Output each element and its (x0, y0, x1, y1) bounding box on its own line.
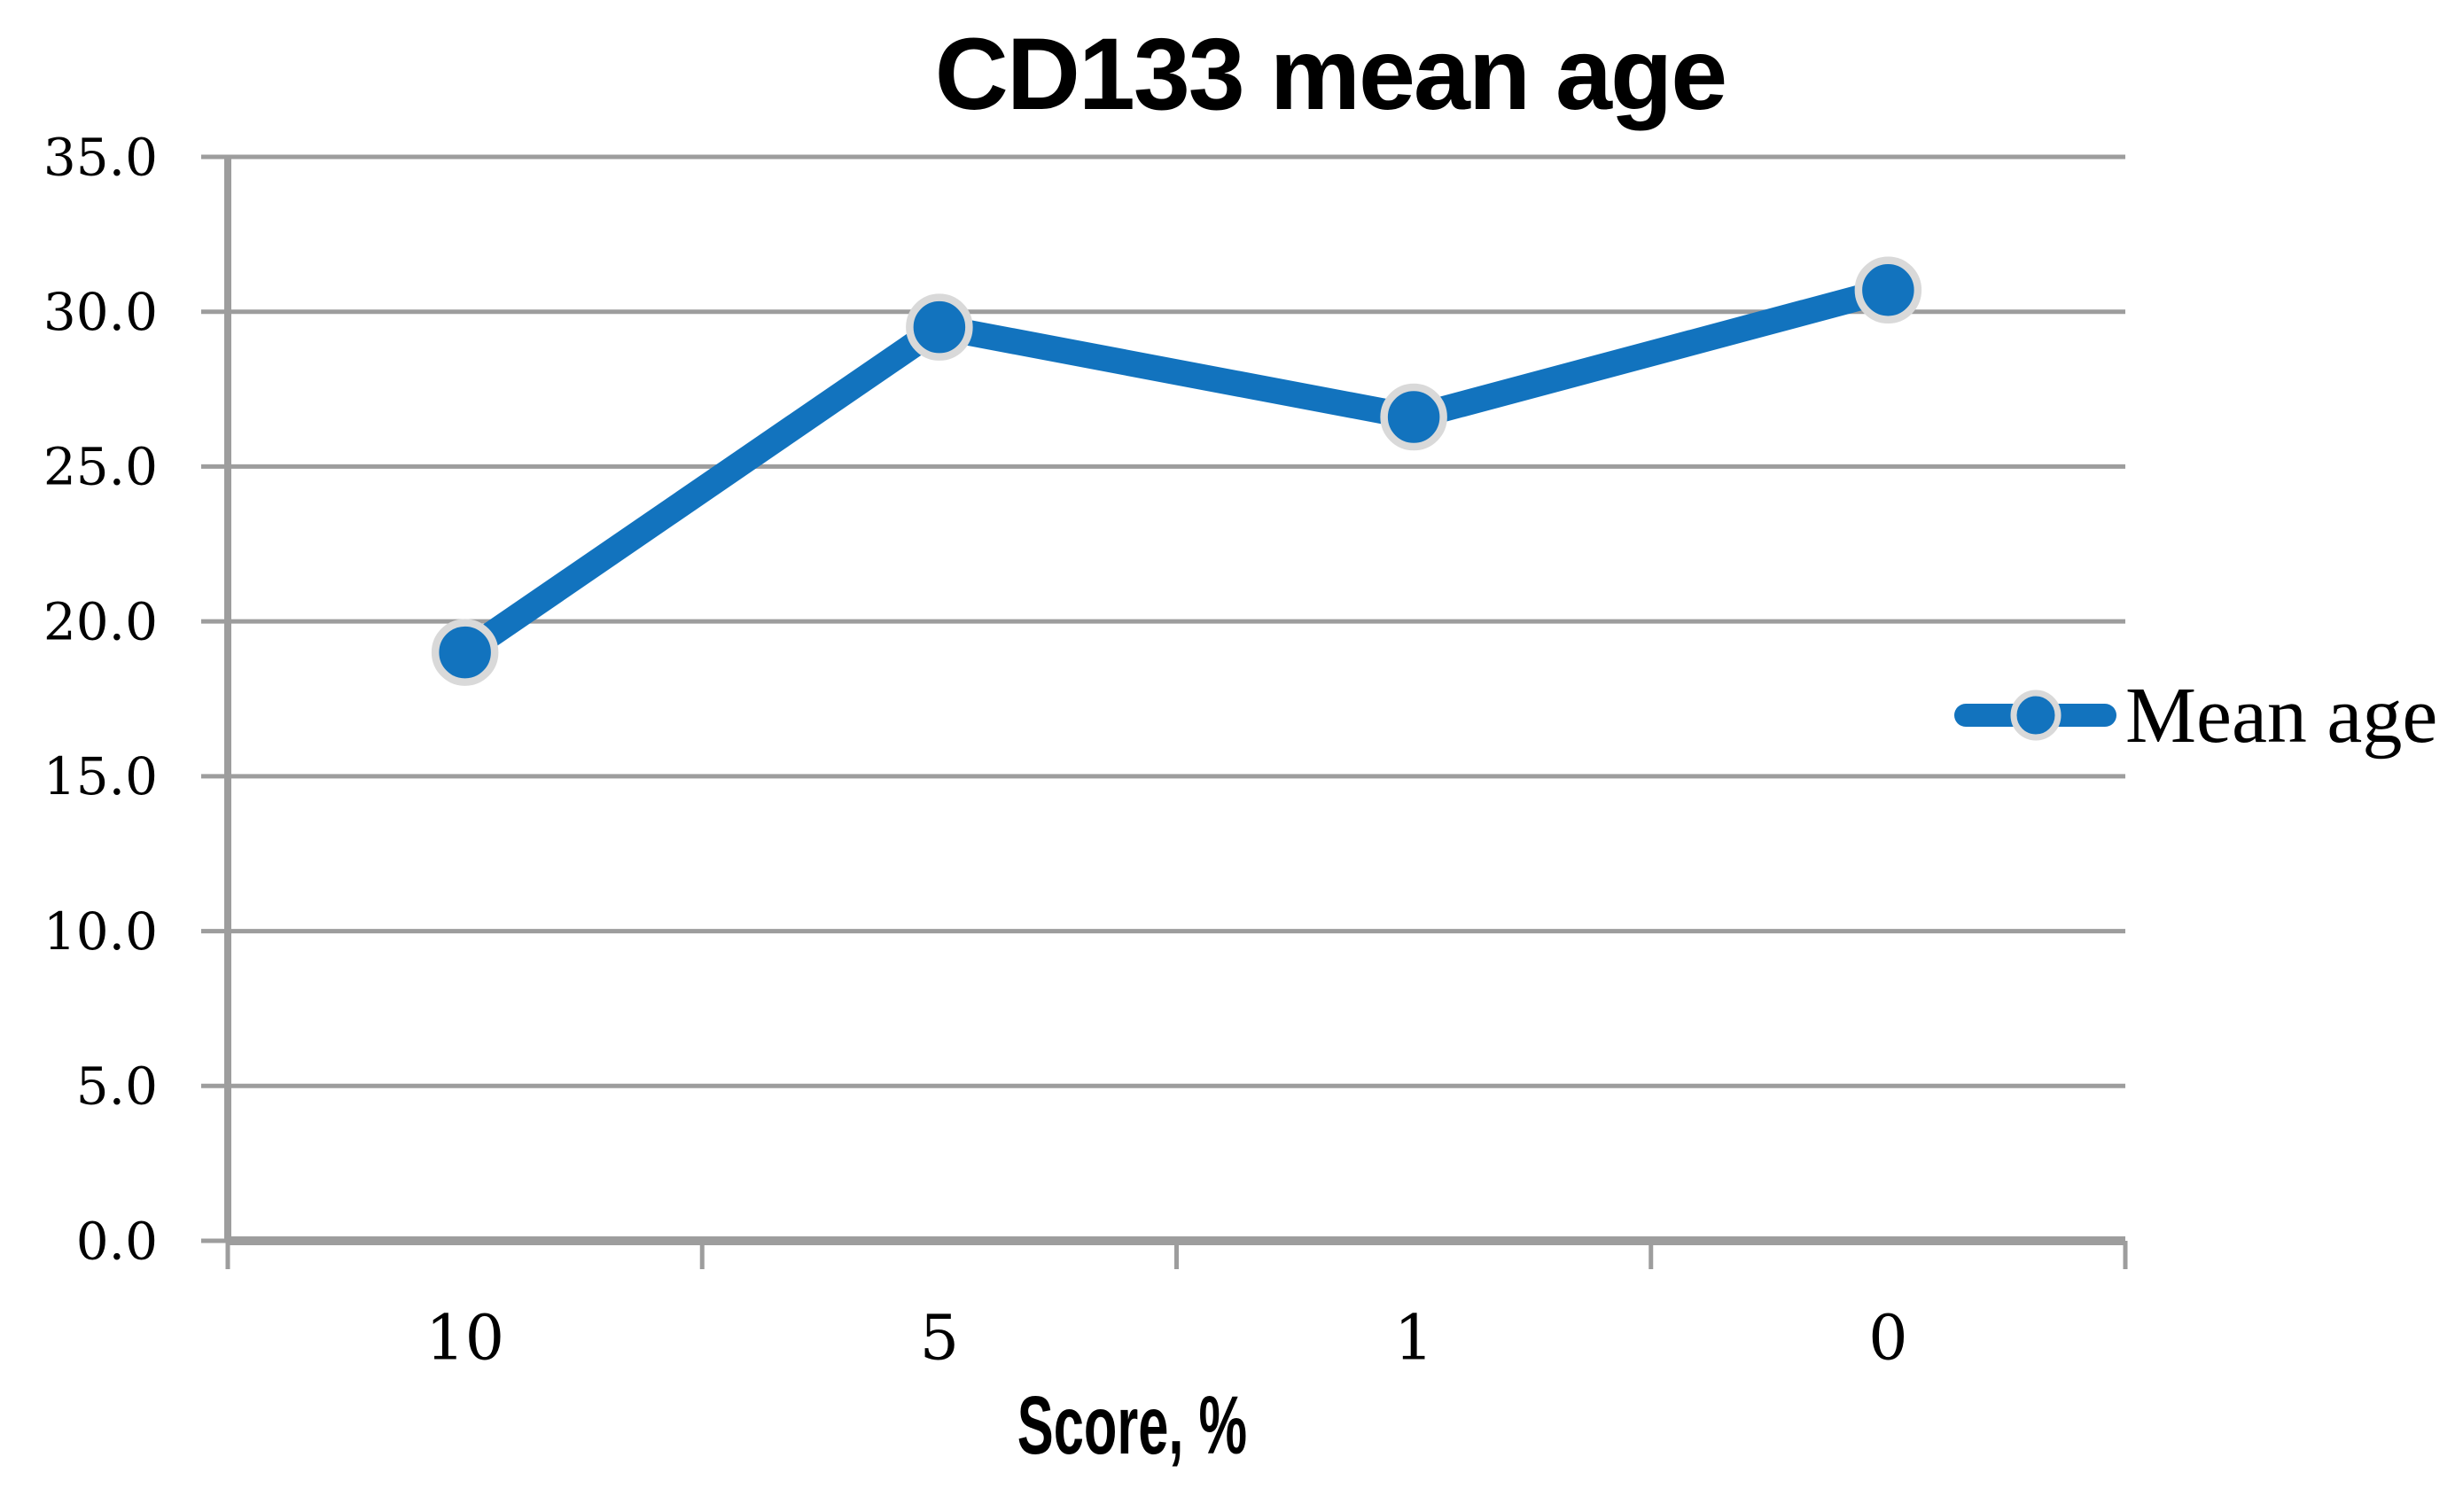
y-tick-label: 10.0 (43, 901, 158, 962)
ticklabel-layer: 0.05.010.015.020.025.030.035.010 5 1 0 (43, 127, 1908, 1374)
y-tick-label: 30.0 (43, 282, 158, 342)
data-point-marker (906, 293, 973, 361)
y-tick-label: 25.0 (43, 437, 158, 497)
legend-label: Mean age (2125, 672, 2437, 760)
y-tick-label: 15.0 (43, 746, 158, 807)
y-tick-label: 20.0 (43, 591, 158, 651)
y-tick-label: 0.0 (76, 1211, 158, 1271)
x-tick-label: 5 (920, 1302, 960, 1375)
data-point-marker (1854, 256, 1922, 324)
chart-title: CD133 mean age (934, 18, 1727, 131)
x-tick-label: 0 (1868, 1302, 1908, 1375)
x-axis-title: Score, % (600, 1384, 1664, 1467)
x-tick-label: 10 (425, 1302, 504, 1375)
y-tick-label: 5.0 (76, 1056, 158, 1117)
axis-layer (201, 154, 2128, 1269)
data-point-marker (431, 619, 499, 686)
legend: Mean age (1954, 672, 2437, 760)
x-tick-label: 1 (1394, 1302, 1434, 1375)
series-layer (431, 256, 1922, 686)
legend-marker-icon (2010, 690, 2062, 741)
x-axis-title-text: Score, % (1017, 1379, 1247, 1471)
y-tick-label: 35.0 (43, 127, 158, 187)
series-line (452, 277, 1901, 666)
data-point-marker (1380, 383, 1447, 451)
